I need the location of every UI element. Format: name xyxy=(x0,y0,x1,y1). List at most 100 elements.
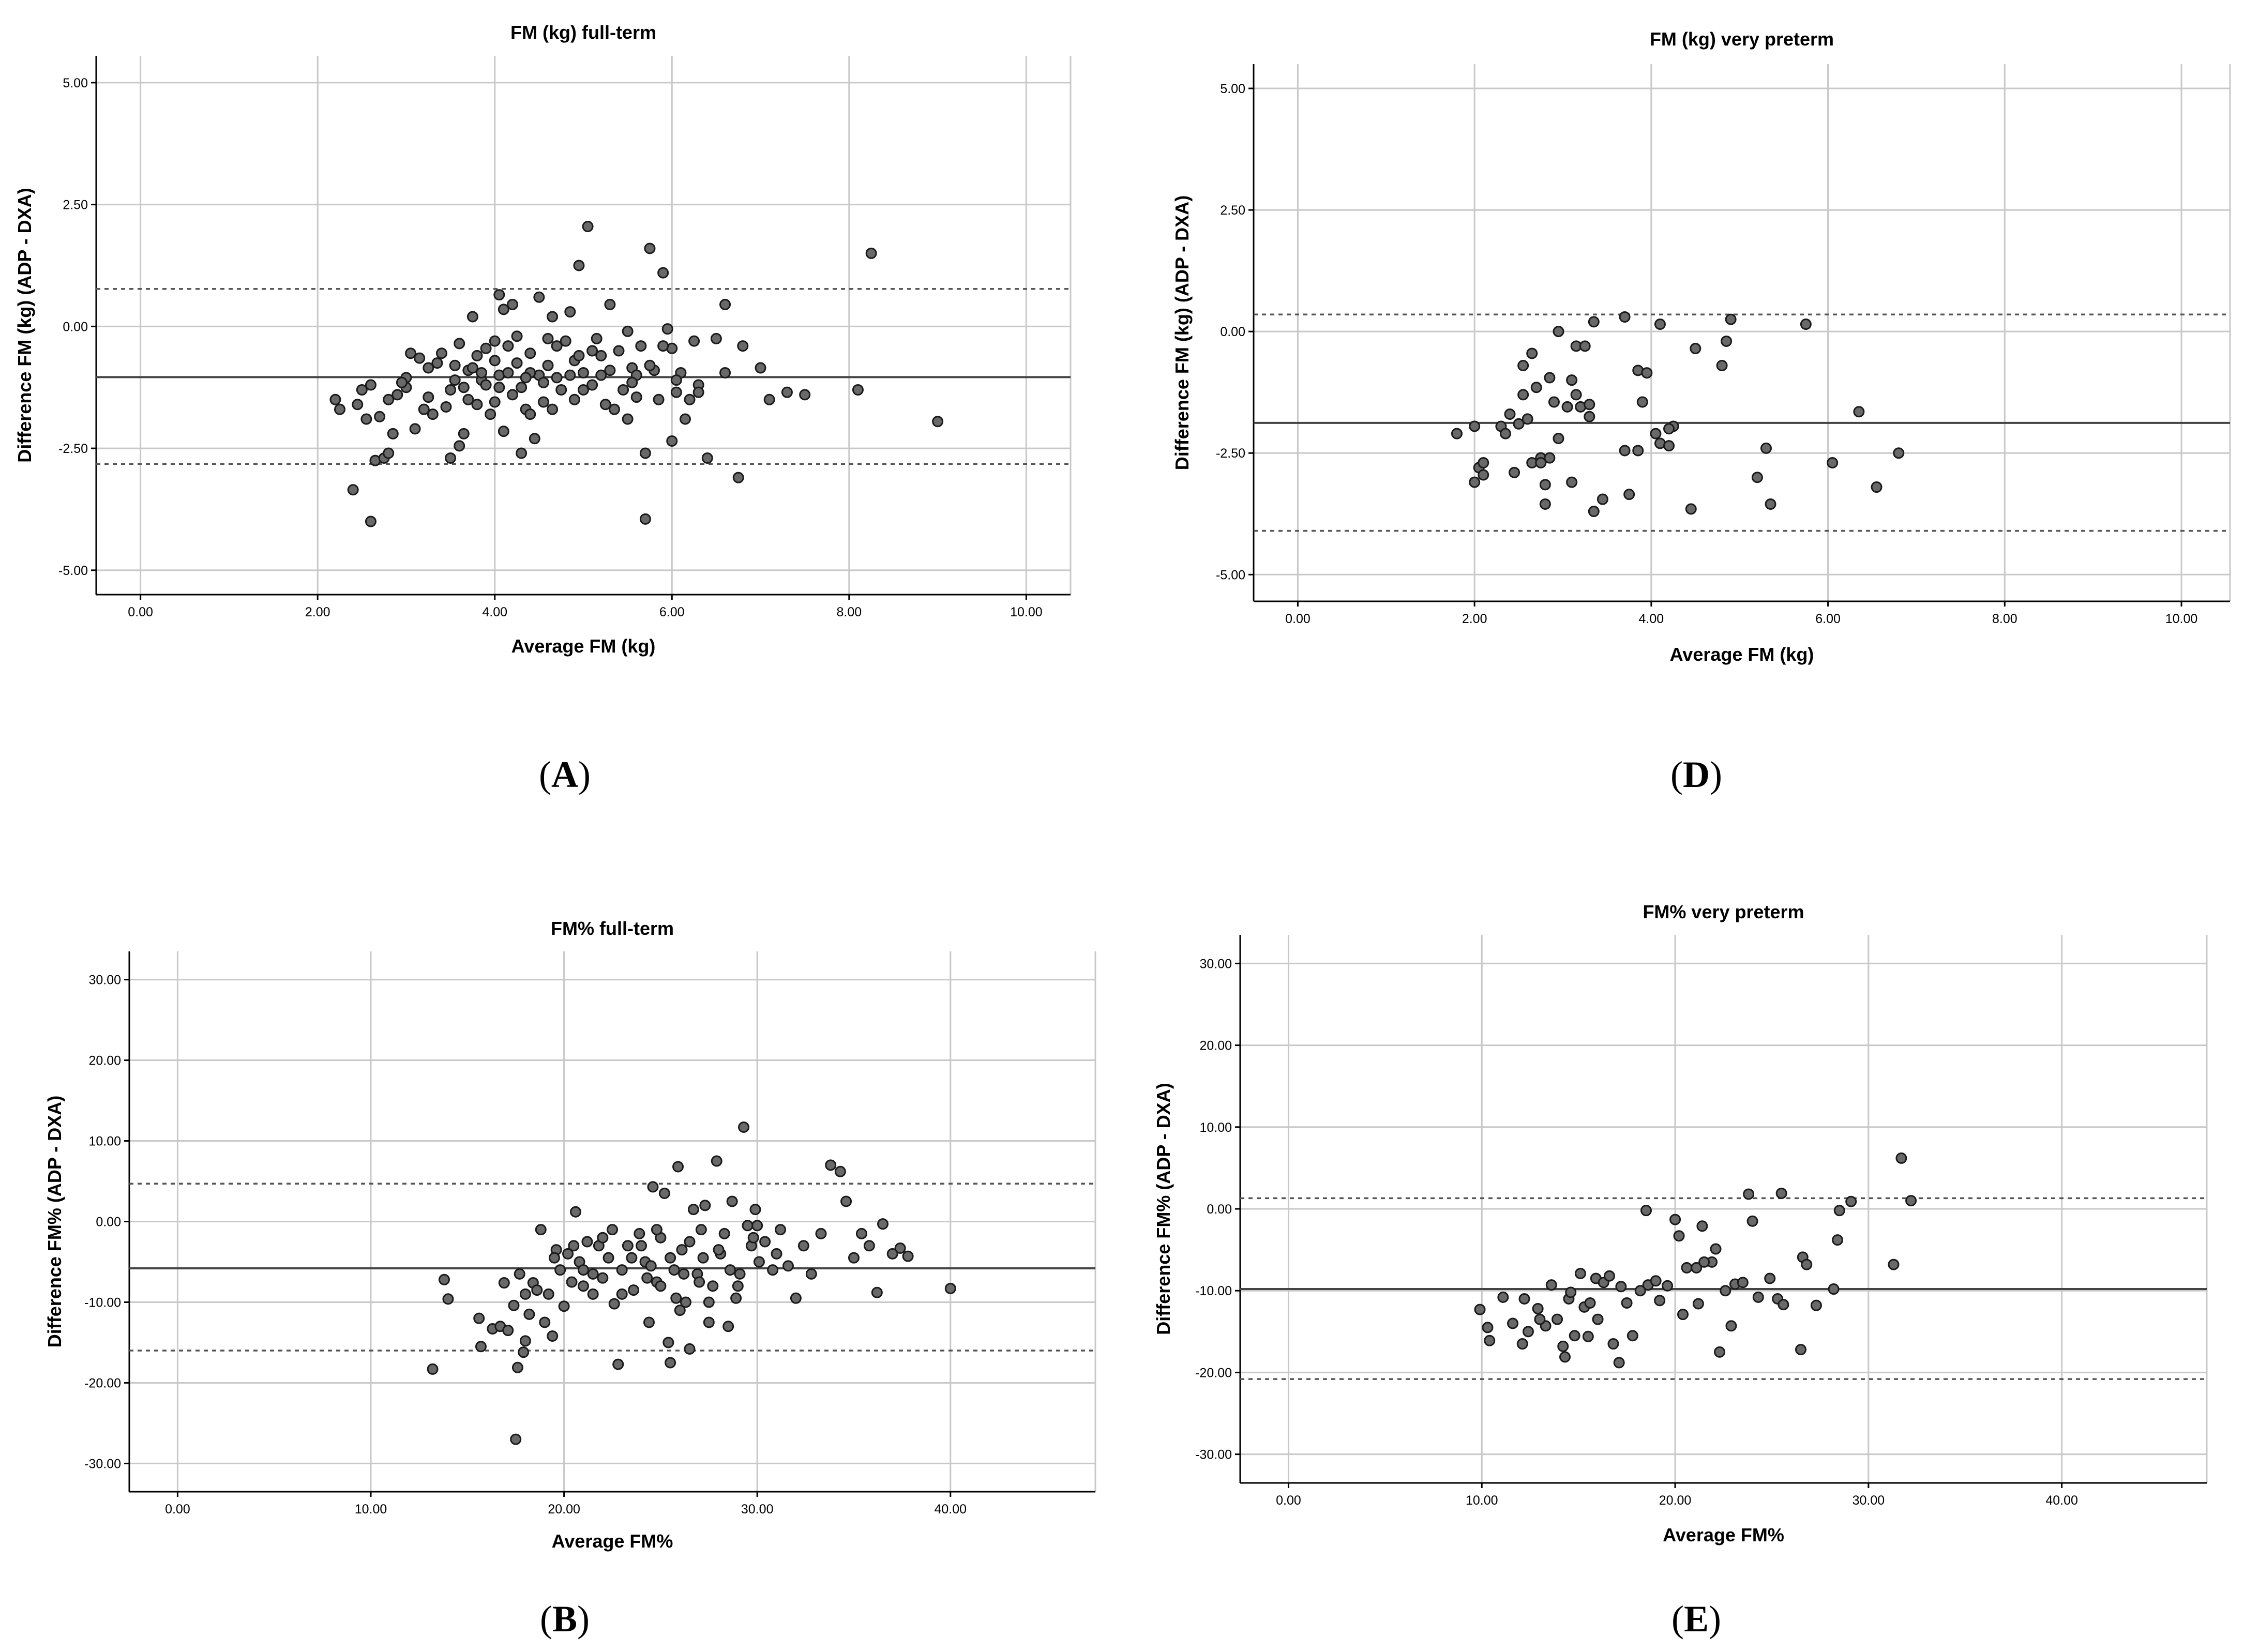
data-point xyxy=(643,1316,655,1328)
panel-label: (D) xyxy=(1670,754,1722,795)
data-point xyxy=(1746,1215,1758,1227)
data-point xyxy=(529,433,540,445)
data-point xyxy=(639,447,651,459)
data-point xyxy=(498,426,509,437)
data-point xyxy=(498,304,509,315)
y-tick-label: 2.50 xyxy=(63,198,88,213)
data-point xyxy=(1582,1330,1594,1342)
data-point xyxy=(1662,1280,1674,1292)
data-point xyxy=(1548,396,1560,408)
x-tick-label: 40.00 xyxy=(935,1502,967,1517)
data-point xyxy=(1469,420,1481,432)
data-point xyxy=(626,1252,638,1264)
data-point xyxy=(805,1268,817,1280)
data-point xyxy=(655,1280,667,1292)
data-point xyxy=(1764,1272,1776,1284)
y-tick-label: 20.00 xyxy=(1199,1039,1232,1053)
data-point xyxy=(449,359,461,371)
data-point xyxy=(1499,428,1511,439)
data-point xyxy=(1673,1230,1685,1242)
data-point xyxy=(599,399,611,411)
chart-title: FM% full-term xyxy=(551,918,674,939)
panel-label: (A) xyxy=(539,754,591,795)
data-point xyxy=(687,1204,699,1216)
data-point xyxy=(790,1292,802,1304)
data-point xyxy=(759,1236,771,1248)
data-point xyxy=(551,372,563,384)
x-tick-label: 10.00 xyxy=(1010,605,1043,619)
data-point xyxy=(771,1248,782,1260)
data-point xyxy=(1584,399,1595,411)
x-tick-label: 0.00 xyxy=(1285,612,1311,626)
data-point xyxy=(531,1284,543,1296)
panel-a: 0.00 2.00 4.00 6.00 8.00 10.00 5.00 2.50 0.00 -2.… xyxy=(14,22,1072,795)
data-point xyxy=(701,452,713,464)
data-point xyxy=(1584,411,1595,422)
data-point xyxy=(454,440,465,452)
x-tick-label: 30.00 xyxy=(741,1502,774,1517)
data-point xyxy=(618,384,629,396)
data-point xyxy=(628,1284,640,1296)
data-point xyxy=(524,347,536,359)
data-point xyxy=(763,393,775,405)
x-axis-title: Average FM% xyxy=(1663,1524,1784,1545)
data-point xyxy=(742,1220,754,1232)
data-point xyxy=(719,298,731,310)
data-point xyxy=(1565,1286,1577,1298)
data-point xyxy=(427,408,439,420)
x-tick-label: 6.00 xyxy=(659,605,685,619)
data-point xyxy=(1810,1299,1822,1311)
data-point xyxy=(533,291,545,303)
data-point xyxy=(1641,367,1653,379)
x-tick-label: 40.00 xyxy=(2045,1493,2078,1508)
data-point xyxy=(568,393,580,405)
y-tick-label: 5.00 xyxy=(1220,82,1245,96)
data-point xyxy=(510,1433,522,1445)
data-point xyxy=(678,1268,690,1280)
data-point xyxy=(587,1268,599,1280)
data-point xyxy=(688,335,700,347)
data-point xyxy=(840,1195,852,1207)
data-point xyxy=(665,1252,676,1264)
data-point xyxy=(514,1268,525,1280)
data-point xyxy=(542,359,554,371)
data-point xyxy=(1720,1285,1731,1297)
data-point xyxy=(626,376,638,388)
data-point xyxy=(1597,493,1608,505)
data-point xyxy=(577,1280,589,1292)
data-point xyxy=(1451,428,1463,439)
data-point xyxy=(855,1227,867,1239)
data-point xyxy=(622,1240,634,1252)
data-point xyxy=(1827,457,1839,469)
data-point xyxy=(1517,359,1529,371)
data-point xyxy=(1853,406,1865,418)
data-point xyxy=(458,428,470,439)
chart-title: FM% very preterm xyxy=(1643,901,1804,922)
data-point xyxy=(1607,1338,1619,1350)
data-point xyxy=(604,298,616,310)
data-point xyxy=(1760,442,1772,454)
data-point xyxy=(607,1224,618,1236)
data-point xyxy=(1690,343,1701,355)
data-point xyxy=(726,1195,738,1207)
x-tick-label: 0.00 xyxy=(165,1502,190,1517)
y-tick-label: -2.50 xyxy=(1216,446,1245,461)
data-point xyxy=(865,247,877,259)
data-point xyxy=(578,367,589,378)
y-tick-label: 0.00 xyxy=(96,1215,121,1230)
data-point xyxy=(1650,1275,1662,1287)
data-point xyxy=(560,335,571,347)
data-point xyxy=(1517,389,1529,401)
data-point xyxy=(493,382,505,393)
y-tick-label: 10.00 xyxy=(88,1134,121,1149)
data-point xyxy=(672,1161,684,1173)
data-point xyxy=(644,243,656,254)
data-point xyxy=(665,1357,676,1369)
data-point xyxy=(1478,457,1489,469)
data-point xyxy=(1553,433,1564,445)
data-point xyxy=(523,1308,535,1320)
y-tick-label: -10.00 xyxy=(84,1295,121,1310)
data-point xyxy=(1801,1259,1813,1270)
x-tick-label: 8.00 xyxy=(836,605,862,619)
data-point xyxy=(738,1121,750,1133)
